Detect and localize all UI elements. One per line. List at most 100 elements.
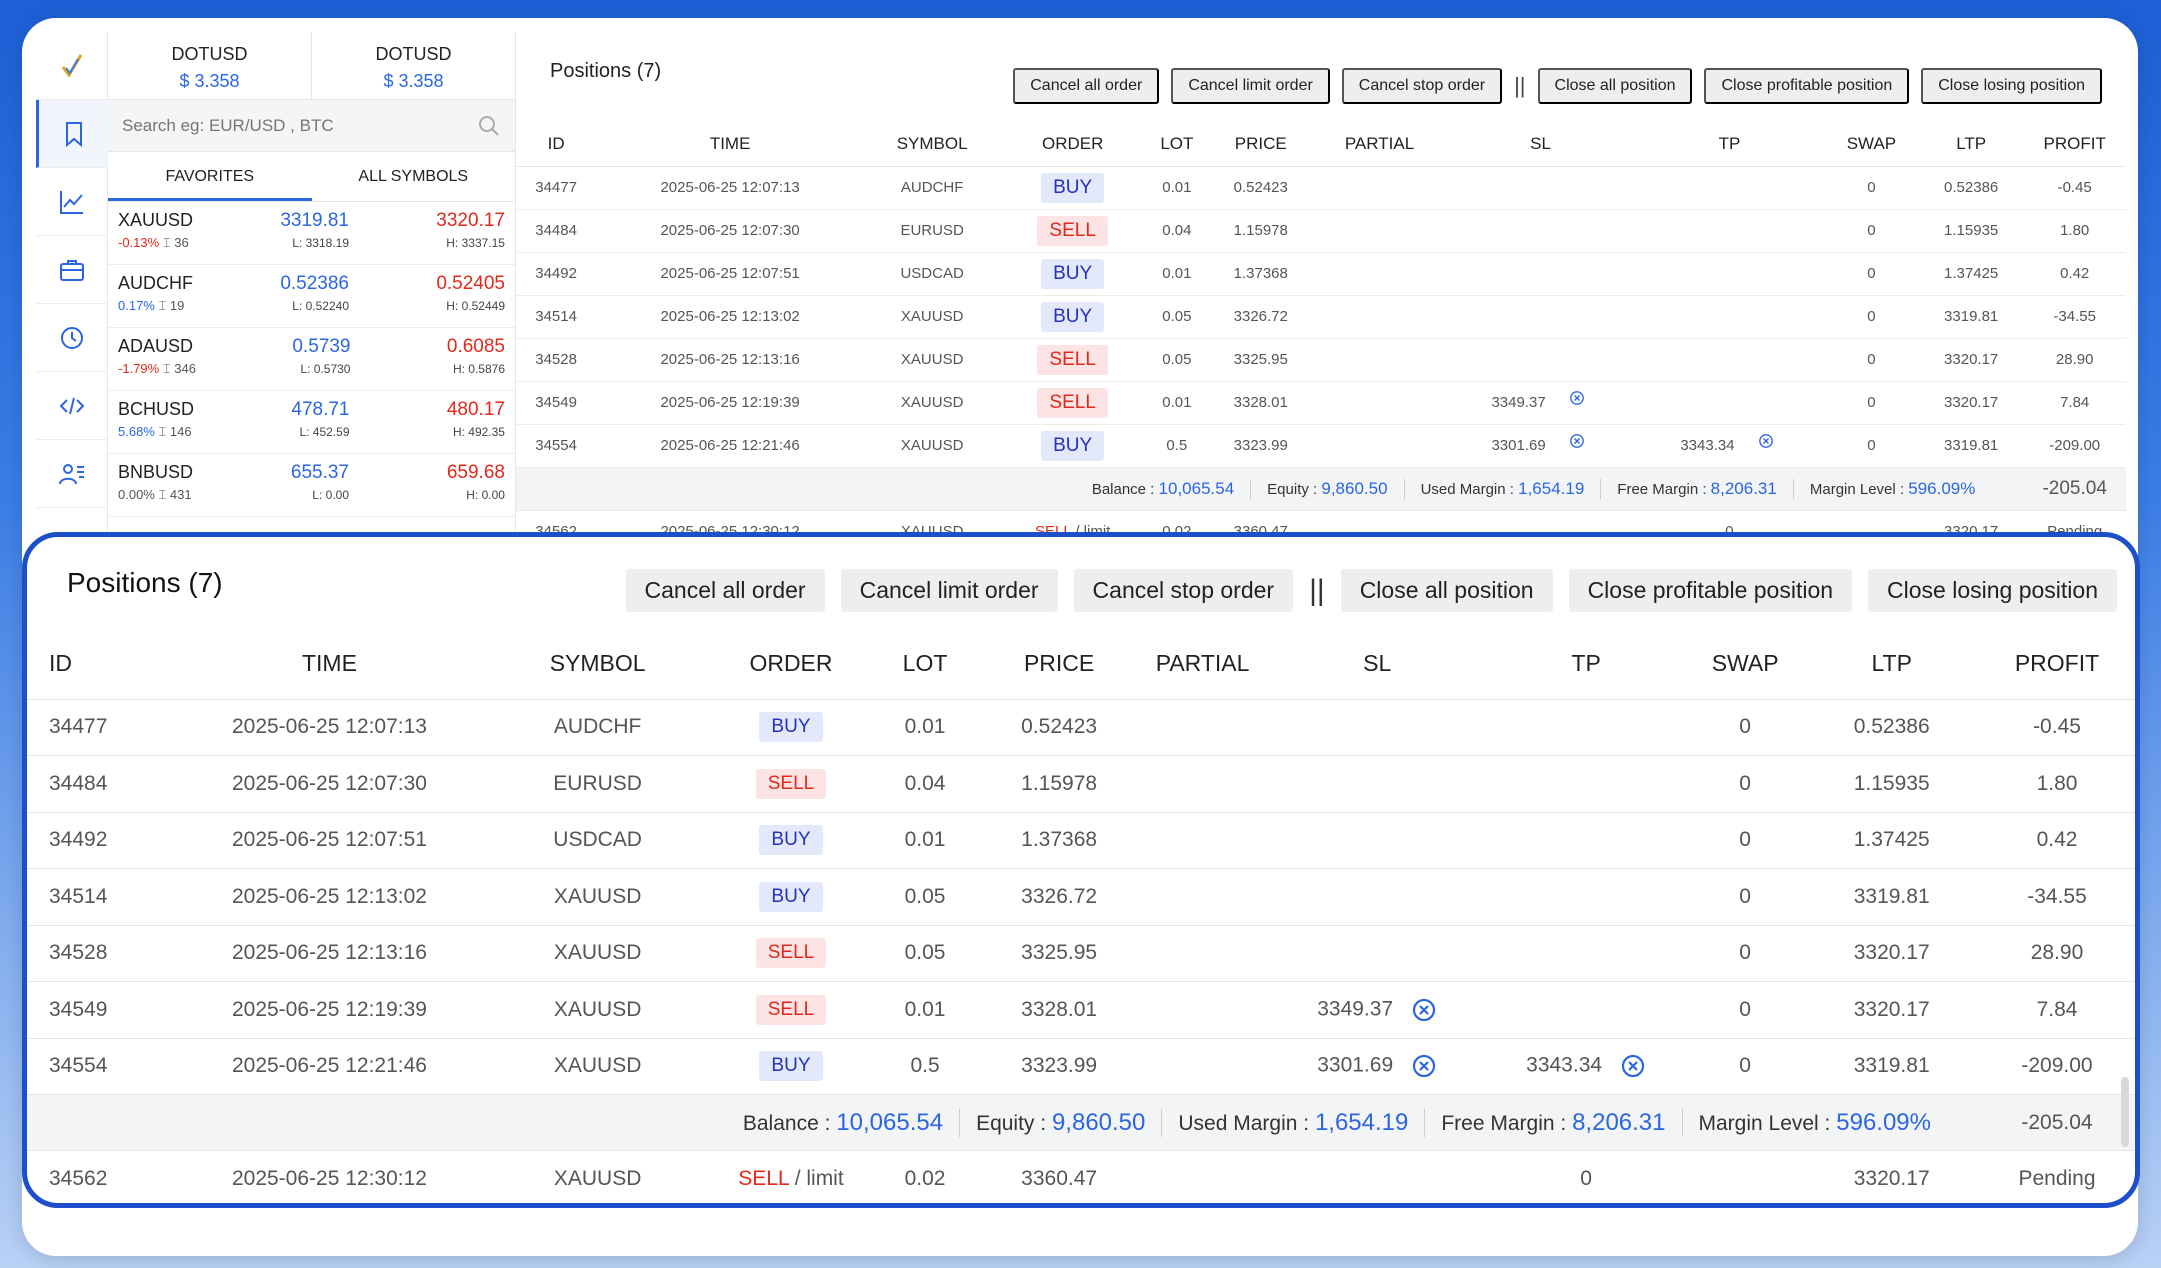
column-header-tp[interactable]: TP: [1486, 629, 1686, 700]
column-header-time[interactable]: TIME: [596, 122, 865, 167]
symbol-name: BCHUSD: [118, 399, 195, 419]
ticker[interactable]: DOTUSD $ 3.358: [312, 32, 515, 99]
low-price: L: 452.59: [299, 425, 350, 439]
position-row[interactable]: 34477 2025-06-25 12:07:13 AUDCHF BUY 0.01 0.5…: [516, 166, 2126, 210]
cancel-stop-order-button[interactable]: Cancel stop order: [1073, 569, 1294, 612]
column-header-id[interactable]: ID: [27, 629, 177, 700]
column-header-tp[interactable]: TP: [1635, 122, 1824, 167]
column-header-swap[interactable]: SWAP: [1823, 122, 1919, 167]
nav-api[interactable]: [36, 372, 108, 440]
zoomed-positions-title: Positions (7): [67, 567, 223, 598]
logo[interactable]: [36, 32, 108, 100]
scrollbar[interactable]: [2121, 1077, 2129, 1147]
close-all-position-button[interactable]: Close all position: [1340, 569, 1553, 612]
column-header-swap[interactable]: SWAP: [1685, 629, 1805, 700]
position-symbol: USDCAD: [864, 252, 1001, 296]
nav-portfolio[interactable]: [36, 236, 108, 304]
tab-favorites[interactable]: FAVORITES: [108, 152, 312, 201]
nav-chart[interactable]: [36, 168, 108, 236]
column-header-sl[interactable]: SL: [1446, 122, 1636, 167]
close-circle-icon[interactable]: [1411, 1053, 1437, 1079]
symbol-row[interactable]: BCHUSD 5.68% ⌶ 146 478.71 L: 452.59 480.17 H:…: [108, 391, 515, 454]
close-losing-position-button[interactable]: Close losing position: [1921, 68, 2102, 104]
symbol-info: BNBUSD 0.00% ⌶ 431: [118, 462, 193, 508]
column-header-symbol[interactable]: SYMBOL: [482, 629, 714, 700]
column-header-ltp[interactable]: LTP: [1918, 122, 2024, 167]
pending-lot: 0.02: [868, 1150, 982, 1203]
position-price: 3326.72: [1208, 295, 1313, 339]
ticker[interactable]: DOTUSD $ 3.358: [108, 32, 312, 99]
equity-label: Equity :: [1267, 480, 1318, 498]
position-sl: [1446, 209, 1636, 253]
symbol-row[interactable]: BNBUSD 0.00% ⌶ 431 655.37 L: 0.00 659.68 H: 0…: [108, 454, 515, 517]
cancel-limit-order-button[interactable]: Cancel limit order: [840, 569, 1058, 612]
cancel-all-order-button[interactable]: Cancel all order: [625, 569, 825, 612]
close-profitable-position-button[interactable]: Close profitable position: [1704, 68, 1910, 104]
position-row[interactable]: 34514 2025-06-25 12:13:02 XAUUSD BUY 0.05 332…: [516, 295, 2126, 339]
position-row[interactable]: 34528 2025-06-25 12:13:16 XAUUSD SELL 0.05 33…: [516, 338, 2126, 382]
column-header-partial[interactable]: PARTIAL: [1312, 122, 1447, 167]
symbols-sidebar: DOTUSD $ 3.358 DOTUSD $ 3.358 FAVORITES …: [108, 32, 516, 552]
close-circle-icon[interactable]: [1564, 390, 1590, 416]
nav-history[interactable]: [36, 304, 108, 372]
column-header-symbol[interactable]: SYMBOL: [864, 122, 1001, 167]
column-header-order[interactable]: ORDER: [1000, 122, 1146, 167]
symbol-change: -1.79% ⌶ 346: [118, 361, 196, 377]
nav-watchlist[interactable]: [36, 100, 108, 168]
column-header-time[interactable]: TIME: [176, 629, 483, 700]
position-row[interactable]: 34484 2025-06-25 12:07:30 EURUSD SELL 0.04 1.…: [516, 209, 2126, 253]
symbol-change: -0.13% ⌶ 36: [118, 235, 193, 251]
close-circle-icon[interactable]: [1411, 997, 1437, 1023]
cancel-limit-order-button[interactable]: Cancel limit order: [1171, 68, 1330, 104]
free-margin-value: 8,206.31: [1710, 478, 1777, 498]
order-badge: SELL: [755, 938, 827, 969]
search-input[interactable]: [122, 115, 477, 136]
symbol-row[interactable]: AUDCHF 0.17% ⌶ 19 0.52386 L: 0.52240 0.52405…: [108, 265, 515, 328]
position-row[interactable]: 34477 2025-06-25 12:07:13 AUDCHF BUY 0.01 0.5…: [27, 699, 2135, 756]
column-header-profit[interactable]: PROFIT: [2023, 122, 2126, 167]
cancel-stop-order-button[interactable]: Cancel stop order: [1341, 68, 1503, 104]
column-header-order[interactable]: ORDER: [713, 629, 869, 700]
close-all-position-button[interactable]: Close all position: [1537, 68, 1693, 104]
column-header-profit[interactable]: PROFIT: [1979, 629, 2135, 700]
position-row[interactable]: 34528 2025-06-25 12:13:16 XAUUSD SELL 0.05 33…: [27, 925, 2135, 982]
position-price: 3323.99: [981, 1038, 1138, 1095]
position-row[interactable]: 34554 2025-06-25 12:21:46 XAUUSD BUY 0.5 3323…: [516, 424, 2126, 468]
symbol-row[interactable]: ADAUSD -1.79% ⌶ 346 0.5739 L: 0.5730 0.6085 H…: [108, 328, 515, 391]
tab-all-symbols[interactable]: ALL SYMBOLS: [358, 168, 469, 185]
position-row[interactable]: 34492 2025-06-25 12:07:51 USDCAD BUY 0.01 1.3…: [516, 252, 2126, 296]
free-margin-label: Free Margin :: [1617, 480, 1707, 498]
nav-accounts[interactable]: [36, 440, 108, 508]
column-header-price[interactable]: PRICE: [1208, 122, 1313, 167]
position-row[interactable]: 34549 2025-06-25 12:19:39 XAUUSD SELL 0.01 33…: [516, 381, 2126, 425]
position-row[interactable]: 34484 2025-06-25 12:07:30 EURUSD SELL 0.04 1.…: [27, 755, 2135, 813]
position-symbol: XAUUSD: [482, 1038, 714, 1095]
close-profitable-position-button[interactable]: Close profitable position: [1568, 569, 1853, 612]
column-header-partial[interactable]: PARTIAL: [1137, 629, 1269, 700]
close-losing-position-button[interactable]: Close losing position: [1868, 569, 2117, 612]
close-circle-icon[interactable]: [1753, 433, 1779, 459]
position-row[interactable]: 34549 2025-06-25 12:19:39 XAUUSD SELL 0.01 33…: [27, 981, 2135, 1039]
cancel-all-order-button[interactable]: Cancel all order: [1013, 68, 1160, 104]
close-circle-icon[interactable]: [1620, 1053, 1646, 1079]
position-row[interactable]: 34514 2025-06-25 12:13:02 XAUUSD BUY 0.05 332…: [27, 868, 2135, 926]
low-price: L: 0.5730: [300, 362, 351, 376]
symbol-row[interactable]: XAUUSD -0.13% ⌶ 36 3319.81 L: 3318.19 3320.1…: [108, 202, 515, 265]
column-header-id[interactable]: ID: [516, 122, 597, 167]
column-header-price[interactable]: PRICE: [981, 629, 1138, 700]
position-partial: [1137, 868, 1269, 926]
column-header-lot[interactable]: LOT: [868, 629, 982, 700]
margin-level-label: Margin Level :: [1698, 1111, 1831, 1135]
used-margin-value: 1,654.19: [1518, 478, 1585, 498]
margin-level-value: 596.09%: [1908, 478, 1976, 498]
column-header-sl[interactable]: SL: [1268, 629, 1487, 700]
position-tp: [1486, 925, 1686, 982]
position-row[interactable]: 34554 2025-06-25 12:21:46 XAUUSD BUY 0.5 3323…: [27, 1038, 2135, 1095]
close-circle-icon[interactable]: [1564, 433, 1590, 459]
search-icon[interactable]: [477, 114, 501, 138]
position-row[interactable]: 34492 2025-06-25 12:07:51 USDCAD BUY 0.01 1.3…: [27, 812, 2135, 869]
column-header-ltp[interactable]: LTP: [1804, 629, 1979, 700]
column-header-lot[interactable]: LOT: [1145, 122, 1209, 167]
position-id: 34477: [27, 699, 177, 756]
